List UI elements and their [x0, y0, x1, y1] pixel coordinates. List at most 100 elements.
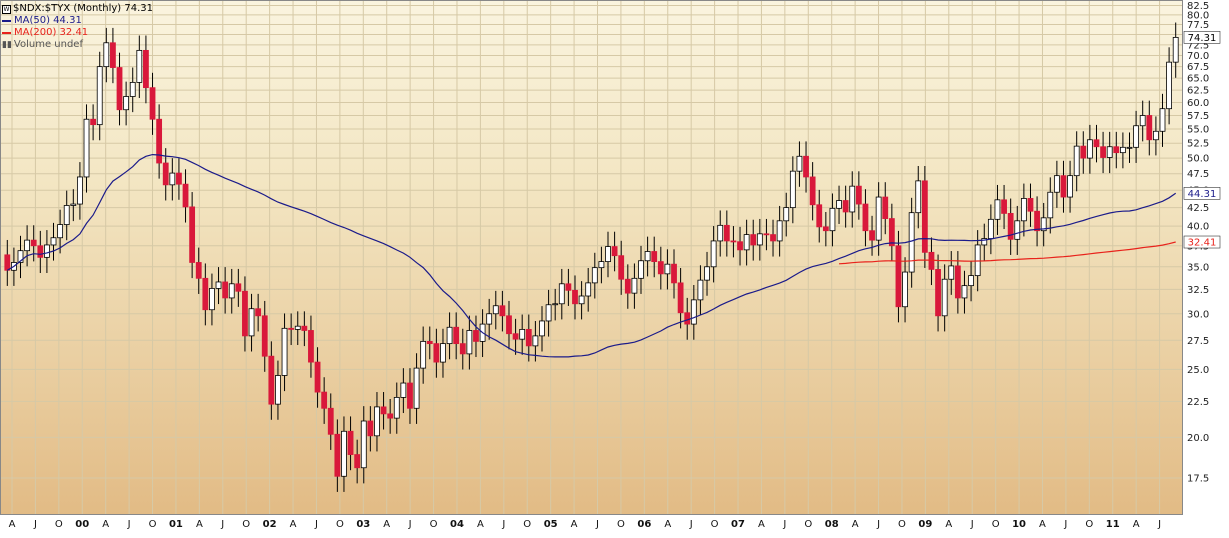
legend: W $NDX:$TYX (Monthly) 74.31 MA(50) 44.31… [2, 3, 153, 51]
candle-body [1020, 198, 1027, 222]
ma200-value-tag-box [1183, 235, 1221, 249]
candle-body [1152, 130, 1159, 141]
candle-body [512, 333, 519, 340]
candle-body [888, 218, 895, 247]
x-tick-label: 02 [263, 519, 277, 530]
candle-body [123, 96, 130, 111]
candle-body [737, 241, 743, 251]
ma50-value-tag-label: 44.31 [1188, 189, 1217, 200]
candle-body [809, 176, 816, 206]
candle-body [1126, 146, 1133, 149]
candle-body [875, 196, 882, 241]
candle-body [149, 87, 156, 120]
x-tick-label: A [9, 519, 16, 530]
candle-body [314, 361, 321, 393]
y-tick-label: 25.0 [1187, 365, 1209, 376]
candle-body [50, 237, 57, 246]
candle-body [671, 263, 677, 284]
candle-body [341, 430, 347, 477]
candle-body [222, 281, 229, 299]
x-tick-label: A [1039, 519, 1046, 530]
x-tick-label: A [383, 519, 390, 530]
candle-body [1113, 146, 1120, 154]
x-tick-label: O [617, 519, 625, 530]
x-tick-label: J [408, 519, 412, 530]
candle-body [585, 282, 592, 297]
x-tick-label: O [336, 519, 344, 530]
chart-logo-icon: W [2, 4, 11, 14]
candle-body [862, 203, 869, 232]
candle-body [723, 224, 730, 242]
candle-body [1073, 145, 1080, 177]
x-tick-label: 10 [1012, 519, 1026, 530]
candle-body [928, 251, 935, 270]
candle-body [895, 245, 902, 308]
candle-body [710, 240, 717, 268]
ma50-line [6, 153, 1177, 358]
candle-body [136, 49, 143, 83]
candle-body [545, 304, 552, 322]
candle-body [836, 200, 842, 209]
x-tick-label: 11 [1106, 519, 1120, 530]
candle-body [644, 251, 651, 262]
candle-body [638, 260, 644, 279]
candle-body [110, 42, 116, 68]
candle-body [618, 255, 625, 280]
candle-body [334, 433, 341, 477]
plot-background [0, 0, 1183, 515]
candle-body [651, 251, 658, 263]
ma200-swatch [2, 32, 11, 34]
candle-body [1080, 145, 1087, 159]
candle-body [525, 328, 532, 347]
candle-body [242, 290, 248, 337]
ma50-value-tag-box [1183, 187, 1221, 200]
x-tick-label: O [992, 519, 1000, 530]
candle-body [77, 176, 83, 205]
candle-body [572, 289, 578, 305]
candle-body [690, 299, 697, 325]
candle-body [1060, 175, 1067, 198]
candle-body [941, 278, 948, 317]
candle-body [433, 343, 440, 363]
y-tick-label: 35.0 [1187, 262, 1209, 273]
candle-body [380, 406, 387, 415]
legend-volume-label: Volume undef [13, 39, 83, 50]
chart-title: $NDX:$TYX (Monthly) 74.31 [13, 3, 154, 14]
candle-body [235, 283, 242, 292]
candle-body [816, 204, 823, 228]
candle-body [1053, 175, 1060, 193]
candle-body [400, 382, 407, 398]
candle-body [552, 303, 559, 306]
x-tick-label: 07 [731, 519, 745, 530]
x-tick-label: O [242, 519, 250, 530]
candle-body [248, 308, 255, 337]
y-tick-label: 22.5 [1187, 397, 1209, 408]
candle-body [783, 207, 790, 222]
y-tick-label: 42.5 [1187, 203, 1209, 214]
x-tick-label: A [758, 519, 765, 530]
candle-body [57, 224, 64, 239]
candle-body [1119, 146, 1126, 154]
candle-body [103, 42, 110, 68]
candle-body [1172, 36, 1179, 63]
candle-body [605, 246, 611, 263]
x-tick-label: J [127, 519, 131, 530]
candle-body [591, 267, 598, 284]
candle-body [908, 212, 915, 273]
candle-body [360, 420, 367, 469]
candle-body [789, 170, 796, 209]
candle-body [902, 271, 908, 308]
x-tick-label: 00 [75, 519, 89, 530]
candle-body [882, 196, 889, 219]
candle-body [473, 330, 479, 342]
candle-body [935, 269, 941, 317]
y-tick-label: 70.0 [1187, 51, 1209, 62]
volume-bars-icon: ▮▮ [2, 40, 12, 50]
y-tick-label: 67.5 [1187, 62, 1209, 73]
x-tick-label: 06 [637, 519, 651, 530]
candle-body [1014, 220, 1021, 240]
candle-body [506, 315, 512, 335]
candle-body [750, 234, 757, 246]
y-tick-label: 50.0 [1187, 154, 1209, 165]
